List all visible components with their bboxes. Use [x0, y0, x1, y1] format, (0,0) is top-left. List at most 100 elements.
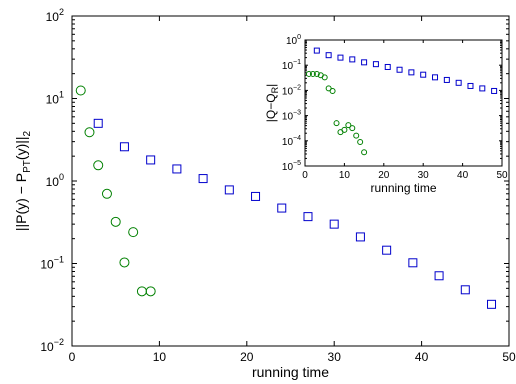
inset-plot: 0 10 20 30 40 50 10−5 10−4 10−3 10−2 10−1 100 runn…: [264, 34, 508, 195]
inset-y-tick-label: 10−1: [282, 59, 301, 72]
main-square-marker: [329, 219, 339, 229]
main-circle-marker: [119, 257, 130, 268]
inset-circle-marker: [353, 132, 360, 139]
inset-y-tick-label: 100: [286, 34, 301, 47]
inset-y-label-end: |: [264, 84, 278, 87]
inset-square-marker: [384, 63, 391, 70]
inset-circle-marker: [321, 74, 328, 81]
inset-background: [305, 40, 502, 166]
inset-square-marker: [325, 52, 332, 59]
inset-y-label-main: |Q−Q: [264, 93, 278, 122]
main-circle-marker: [136, 286, 147, 297]
inset-x-tick-label: 30: [418, 170, 430, 181]
main-data-points: [75, 85, 497, 309]
main-x-tick-label: 40: [415, 350, 429, 364]
inset-x-tick-label: 40: [457, 170, 469, 181]
inset-circle-marker: [349, 125, 356, 132]
inset-circle-marker: [329, 87, 336, 94]
inset-x-axis-label: running time: [370, 181, 436, 195]
inset-square-marker: [337, 54, 344, 61]
inset-x-tick-label: 0: [302, 170, 308, 181]
inset-square-marker: [372, 61, 379, 68]
main-square-marker: [303, 212, 313, 222]
main-circle-marker: [145, 286, 156, 297]
inset-square-marker: [432, 74, 439, 81]
main-square-marker: [355, 232, 365, 242]
main-tick-marks: [71, 15, 510, 347]
inset-square-marker: [420, 71, 427, 78]
main-square-marker: [408, 258, 418, 268]
inset-square-marker: [479, 85, 486, 92]
main-y-axis-label: ||P(y) − PPT(y)||2: [13, 130, 33, 231]
inset-circle-marker: [313, 70, 320, 77]
main-y-tick-label: 101: [46, 90, 64, 107]
inset-y-tick-label: 10−5: [282, 160, 301, 173]
main-square-marker: [146, 155, 156, 165]
inset-circle-marker: [305, 70, 312, 77]
main-square-marker: [460, 285, 470, 295]
inset-x-tick-label: 50: [496, 170, 508, 181]
main-x-tick-label: 0: [69, 350, 76, 364]
main-x-axis-label: running time: [252, 364, 329, 380]
inset-y-tick-label: 10−4: [282, 135, 301, 148]
inset-y-tick-label: 10−3: [282, 110, 301, 123]
main-x-tick-label: 30: [328, 350, 342, 364]
main-square-marker: [434, 271, 444, 281]
inset-circle-marker: [333, 120, 340, 127]
main-circle-marker: [101, 188, 112, 199]
main-y-tick-labels: 10−2 10−1 100 101 102: [40, 7, 64, 354]
main-circle-marker: [93, 160, 104, 171]
inset-y-label-sub: R: [270, 86, 280, 93]
main-square-marker: [93, 118, 103, 128]
main-square-marker: [224, 185, 234, 195]
main-square-marker: [251, 191, 261, 201]
inset-square-marker: [361, 59, 368, 66]
main-x-tick-label: 20: [240, 350, 254, 364]
main-y-tick-label: 100: [46, 172, 64, 189]
main-circle-marker: [110, 216, 121, 227]
main-square-marker: [382, 245, 392, 255]
main-y-label-mid: (y)||: [13, 136, 29, 160]
main-x-tick-labels: 0 10 20 30 40 50: [69, 350, 516, 364]
inset-y-axis-label: |Q−QR|: [264, 84, 280, 122]
inset-x-tick-label: 10: [339, 170, 351, 181]
inset-circle-marker: [309, 70, 316, 77]
inset-square-marker: [467, 82, 474, 89]
main-y-tick-label: 102: [46, 7, 64, 24]
inset-square-marker: [408, 69, 415, 76]
inset-circle-marker: [341, 126, 348, 133]
inset-circle-marker: [361, 149, 368, 156]
inset-square-marker: [313, 47, 320, 54]
main-square-marker: [119, 142, 129, 152]
main-y-label-main: ||P(y) − P: [13, 173, 29, 231]
main-x-tick-label: 10: [153, 350, 167, 364]
main-square-marker: [277, 203, 287, 213]
main-square-marker: [487, 299, 497, 309]
inset-plot-frame: [304, 39, 503, 167]
inset-y-tick-label: 10−2: [282, 84, 301, 97]
inset-tick-marks: [304, 39, 503, 167]
inset-square-marker: [443, 76, 450, 83]
inset-circle-marker: [345, 122, 352, 129]
inset-square-marker: [396, 66, 403, 73]
inset-y-tick-labels: 10−5 10−4 10−3 10−2 10−1 100: [282, 34, 301, 173]
main-circle-marker: [75, 85, 86, 96]
inset-x-tick-labels: 0 10 20 30 40 50: [302, 170, 508, 181]
main-square-marker: [172, 164, 182, 174]
main-x-tick-label: 50: [502, 350, 516, 364]
main-y-label-sub2: 2: [22, 130, 33, 136]
inset-square-marker: [349, 56, 356, 63]
main-y-label-sub: PT: [22, 160, 33, 173]
inset-x-tick-label: 20: [378, 170, 390, 181]
main-circle-marker: [128, 227, 139, 238]
main-circle-marker: [84, 127, 95, 138]
inset-circle-marker: [357, 138, 364, 145]
inset-data-points: [305, 47, 498, 156]
main-y-tick-label: 10−2: [40, 337, 64, 354]
main-square-marker: [198, 174, 208, 184]
inset-square-marker: [455, 79, 462, 86]
main-y-tick-label: 10−1: [40, 255, 64, 272]
inset-square-marker: [491, 87, 498, 94]
